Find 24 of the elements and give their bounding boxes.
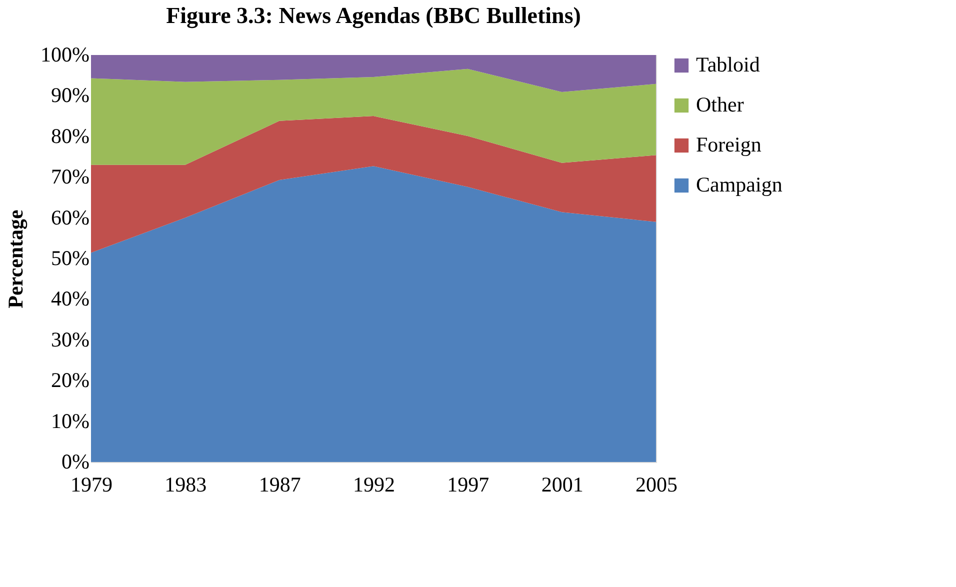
legend-label: Campaign xyxy=(696,172,783,196)
legend-label: Other xyxy=(696,92,744,116)
x-tick-label: 1997 xyxy=(447,472,490,496)
x-tick-label: 2005 xyxy=(636,472,678,496)
legend-label: Tabloid xyxy=(696,52,760,76)
y-tick-label: 60% xyxy=(51,205,90,230)
y-tick-label: 20% xyxy=(51,368,90,392)
y-tick-label: 30% xyxy=(51,327,90,352)
y-tick-label: 40% xyxy=(51,286,90,311)
x-tick-label: 1992 xyxy=(353,472,395,496)
y-tick-label: 0% xyxy=(62,450,90,474)
y-tick-label: 10% xyxy=(51,408,90,433)
y-tick-label: 50% xyxy=(51,246,90,270)
y-tick-label: 80% xyxy=(51,124,90,148)
x-tick-label: 1987 xyxy=(258,472,301,496)
y-tick-label: 70% xyxy=(51,164,90,189)
y-tick-label: 100% xyxy=(40,42,90,66)
x-tick-label: 1983 xyxy=(164,472,207,496)
x-tick-label: 2001 xyxy=(541,472,584,496)
x-tick-label: 1979 xyxy=(70,472,112,496)
y-axis-title: Percentage xyxy=(4,210,28,308)
y-tick-label: 90% xyxy=(51,83,90,108)
chart-title: Figure 3.3: News Agendas (BBC Bulletins) xyxy=(166,3,581,29)
legend-label: Foreign xyxy=(696,132,762,156)
